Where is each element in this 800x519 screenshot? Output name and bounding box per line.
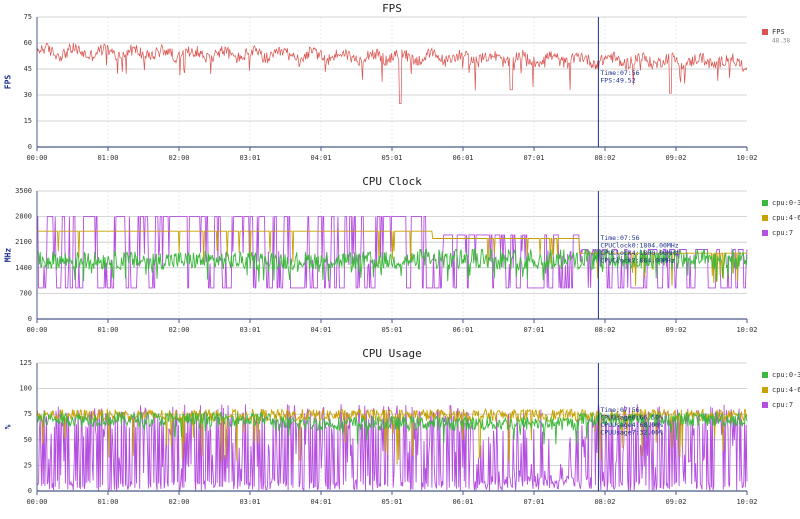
y-tick-label: 45 [24,65,32,73]
x-tick-label: 02:00 [168,154,189,162]
y-tick-label: 25 [24,461,32,469]
x-tick-label: 09:02 [665,326,686,334]
y-tick-label: 2100 [15,238,32,246]
tooltip-line: CPUClock7:864.00MHz [600,257,674,265]
y-tick-label: 3500 [15,187,32,195]
x-tick-label: 03:01 [239,154,260,162]
chart-panel-1: FPS 0 15 30 45 60 75 00:00 01:00 02:00 03:01 04:01 0… [4,2,791,162]
x-tick-label: 01:00 [97,498,118,506]
x-tick-label: 04:01 [310,498,331,506]
chart-title: CPU Usage [362,347,422,360]
x-tick-label: 00:00 [26,326,47,334]
tooltip-line: CPUUsage7:32.00% [600,429,663,437]
legend-swatch[interactable] [762,402,768,408]
x-tick-label: 09:02 [665,498,686,506]
legend-label[interactable]: cpu:4-6 [772,386,800,394]
x-tick-label: 03:01 [239,326,260,334]
x-tick-label: 10:02 [736,326,757,334]
x-tick-label: 08:02 [594,154,615,162]
legend-label[interactable]: cpu:4-6 [772,214,800,222]
y-axis-label: MHz [4,248,13,263]
x-tick-label: 07:01 [523,498,544,506]
legend-swatch[interactable] [762,387,768,393]
legend-swatch[interactable] [762,215,768,221]
cursor-tooltip: Time:07:56CPUClock0:1804.00MHzCPUClock4:… [600,234,678,265]
x-tick-label: 06:01 [452,154,473,162]
legend-swatch[interactable] [762,29,768,35]
x-tick-label: 07:01 [523,326,544,334]
cursor-tooltip: Time:07:56CPUUsage0:66.50%CPUUsage4:68.0… [600,406,663,437]
legend-label[interactable]: cpu:0-3 [772,371,800,379]
y-tick-label: 50 [24,436,32,444]
y-tick-label: 125 [19,359,32,367]
x-tick-label: 01:00 [97,326,118,334]
y-tick-label: 0 [28,143,32,151]
x-tick-label: 05:01 [381,154,402,162]
x-tick-label: 06:01 [452,498,473,506]
chart-title: CPU Clock [362,175,422,188]
y-tick-label: 30 [24,91,32,99]
y-tick-label: 15 [24,117,32,125]
x-tick-label: 02:00 [168,498,189,506]
chart-panel-3: CPU Usage 0 25 50 75 100 125 00:00 01:00 02:00 03:… [4,347,800,506]
legend-value: 48.38 [772,38,790,45]
legend-swatch[interactable] [762,372,768,378]
x-tick-label: 10:02 [736,154,757,162]
x-tick-label: 05:01 [381,326,402,334]
legend-label[interactable]: FPS [772,28,785,36]
y-axis-label: FPS [4,75,13,90]
y-tick-label: 75 [24,13,32,21]
chart-title: FPS [382,2,402,15]
x-tick-label: 08:02 [594,498,615,506]
chart-legend: cpu:0-3 cpu:4-6 cpu:7 [762,199,800,237]
x-tick-label: 05:01 [381,498,402,506]
x-tick-label: 06:01 [452,326,473,334]
y-tick-label: 60 [24,39,32,47]
x-tick-label: 00:00 [26,154,47,162]
x-tick-label: 10:02 [736,498,757,506]
chart-legend: FPS 48.38 [762,28,790,45]
y-tick-label: 75 [24,410,32,418]
legend-label[interactable]: cpu:7 [772,229,793,237]
x-tick-label: 00:00 [26,498,47,506]
chart-legend: cpu:0-3 cpu:4-6 cpu:7 [762,371,800,409]
x-tick-label: 04:01 [310,154,331,162]
y-tick-label: 700 [19,289,32,297]
legend-swatch[interactable] [762,230,768,236]
y-axis-label: % [4,424,13,429]
x-tick-label: 07:01 [523,154,544,162]
legend-swatch[interactable] [762,200,768,206]
legend-label[interactable]: cpu:7 [772,401,793,409]
chart-panel-2: CPU Clock 0 700 1400 2100 2800 3500 00:00 01:00 0… [4,175,800,334]
tooltip-line: FPS:49.52 [600,77,635,85]
y-tick-label: 1400 [15,264,32,272]
x-tick-label: 09:02 [665,154,686,162]
x-tick-label: 03:01 [239,498,260,506]
x-tick-label: 04:01 [310,326,331,334]
x-tick-label: 08:02 [594,326,615,334]
legend-label[interactable]: cpu:0-3 [772,199,800,207]
y-tick-label: 2800 [15,213,32,221]
x-tick-label: 02:00 [168,326,189,334]
y-tick-label: 0 [28,487,32,495]
x-tick-label: 01:00 [97,154,118,162]
y-tick-label: 0 [28,315,32,323]
y-tick-label: 100 [19,385,32,393]
